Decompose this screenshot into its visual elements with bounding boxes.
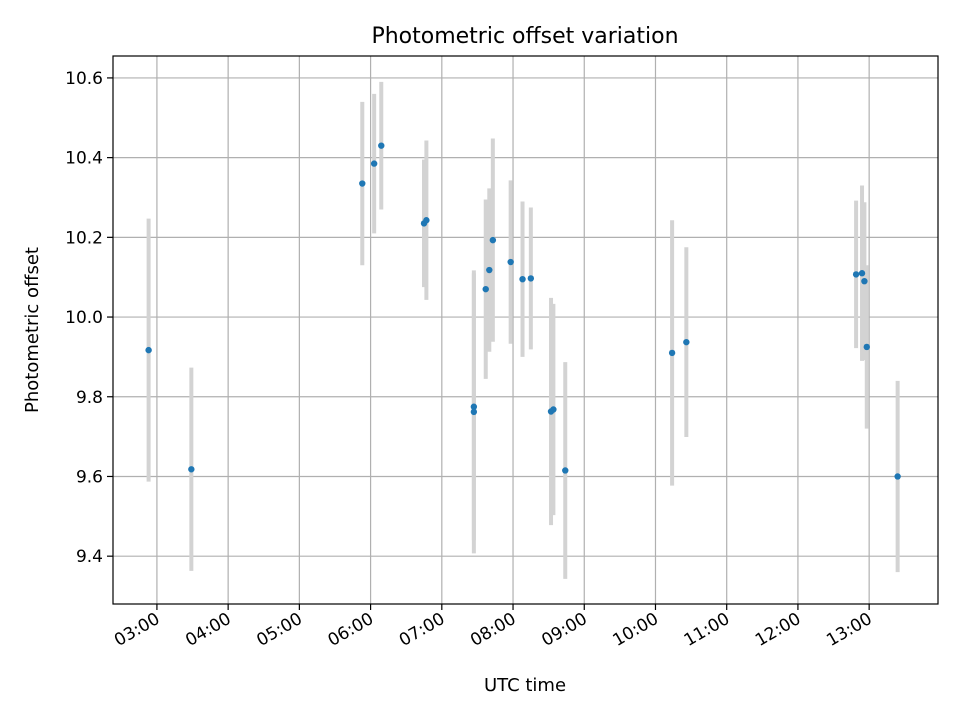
data-point [486, 266, 493, 274]
data-point [858, 270, 866, 277]
y-tick-label: 10.6 [65, 69, 103, 89]
plot-area-frame [112, 55, 939, 605]
data-points [145, 142, 901, 480]
x-tick-label: 08:00 [467, 609, 519, 651]
data-point [519, 275, 526, 283]
x-tick-label: 09:00 [538, 609, 590, 651]
data-point [482, 285, 489, 293]
data-point [562, 467, 569, 474]
data-point [863, 343, 870, 351]
x-tick-label: 13:00 [823, 609, 875, 651]
y-axis-ticks: 9.4 9.6 9.8 10.0 10.2 10.4 10.6 [65, 69, 113, 567]
y-tick-label: 9.8 [76, 388, 103, 408]
data-point [668, 349, 676, 357]
data-point [894, 473, 901, 480]
x-tick-label: 12:00 [752, 609, 804, 651]
y-tick-label: 10.4 [65, 149, 103, 169]
data-point [683, 338, 690, 346]
data-point [188, 466, 195, 473]
y-tick-label: 10.0 [65, 308, 103, 328]
data-point [470, 403, 478, 410]
data-point [527, 275, 535, 282]
data-point [370, 160, 378, 167]
data-point [470, 408, 478, 416]
y-tick-label: 10.2 [65, 228, 103, 248]
data-point [145, 346, 152, 354]
error-bars [146, 81, 900, 579]
data-point [489, 236, 497, 244]
y-tick-label: 9.4 [76, 547, 103, 567]
x-tick-label: 04:00 [182, 609, 234, 651]
grid [113, 56, 938, 604]
data-point [378, 142, 385, 149]
data-point [423, 217, 430, 224]
y-tick-label: 9.6 [76, 467, 103, 487]
x-tick-label: 10:00 [610, 609, 662, 651]
x-tick-label: 03:00 [111, 609, 163, 651]
y-axis-label: Photometric offset [22, 247, 43, 413]
data-point [852, 271, 860, 278]
data-point [550, 406, 557, 413]
x-tick-label: 06:00 [325, 609, 377, 651]
x-tick-label: 05:00 [253, 609, 305, 651]
x-tick-label: 07:00 [396, 609, 448, 651]
data-point [359, 180, 366, 187]
x-axis-label: UTC time [484, 675, 566, 696]
chart-title: Photometric offset variation [371, 24, 678, 49]
x-axis-ticks: 03:00 04:00 05:00 06:00 07:00 08:00 09:00 10:00… [111, 604, 876, 651]
data-point [507, 258, 514, 266]
x-tick-label: 11:00 [681, 609, 733, 651]
data-point [861, 277, 868, 285]
